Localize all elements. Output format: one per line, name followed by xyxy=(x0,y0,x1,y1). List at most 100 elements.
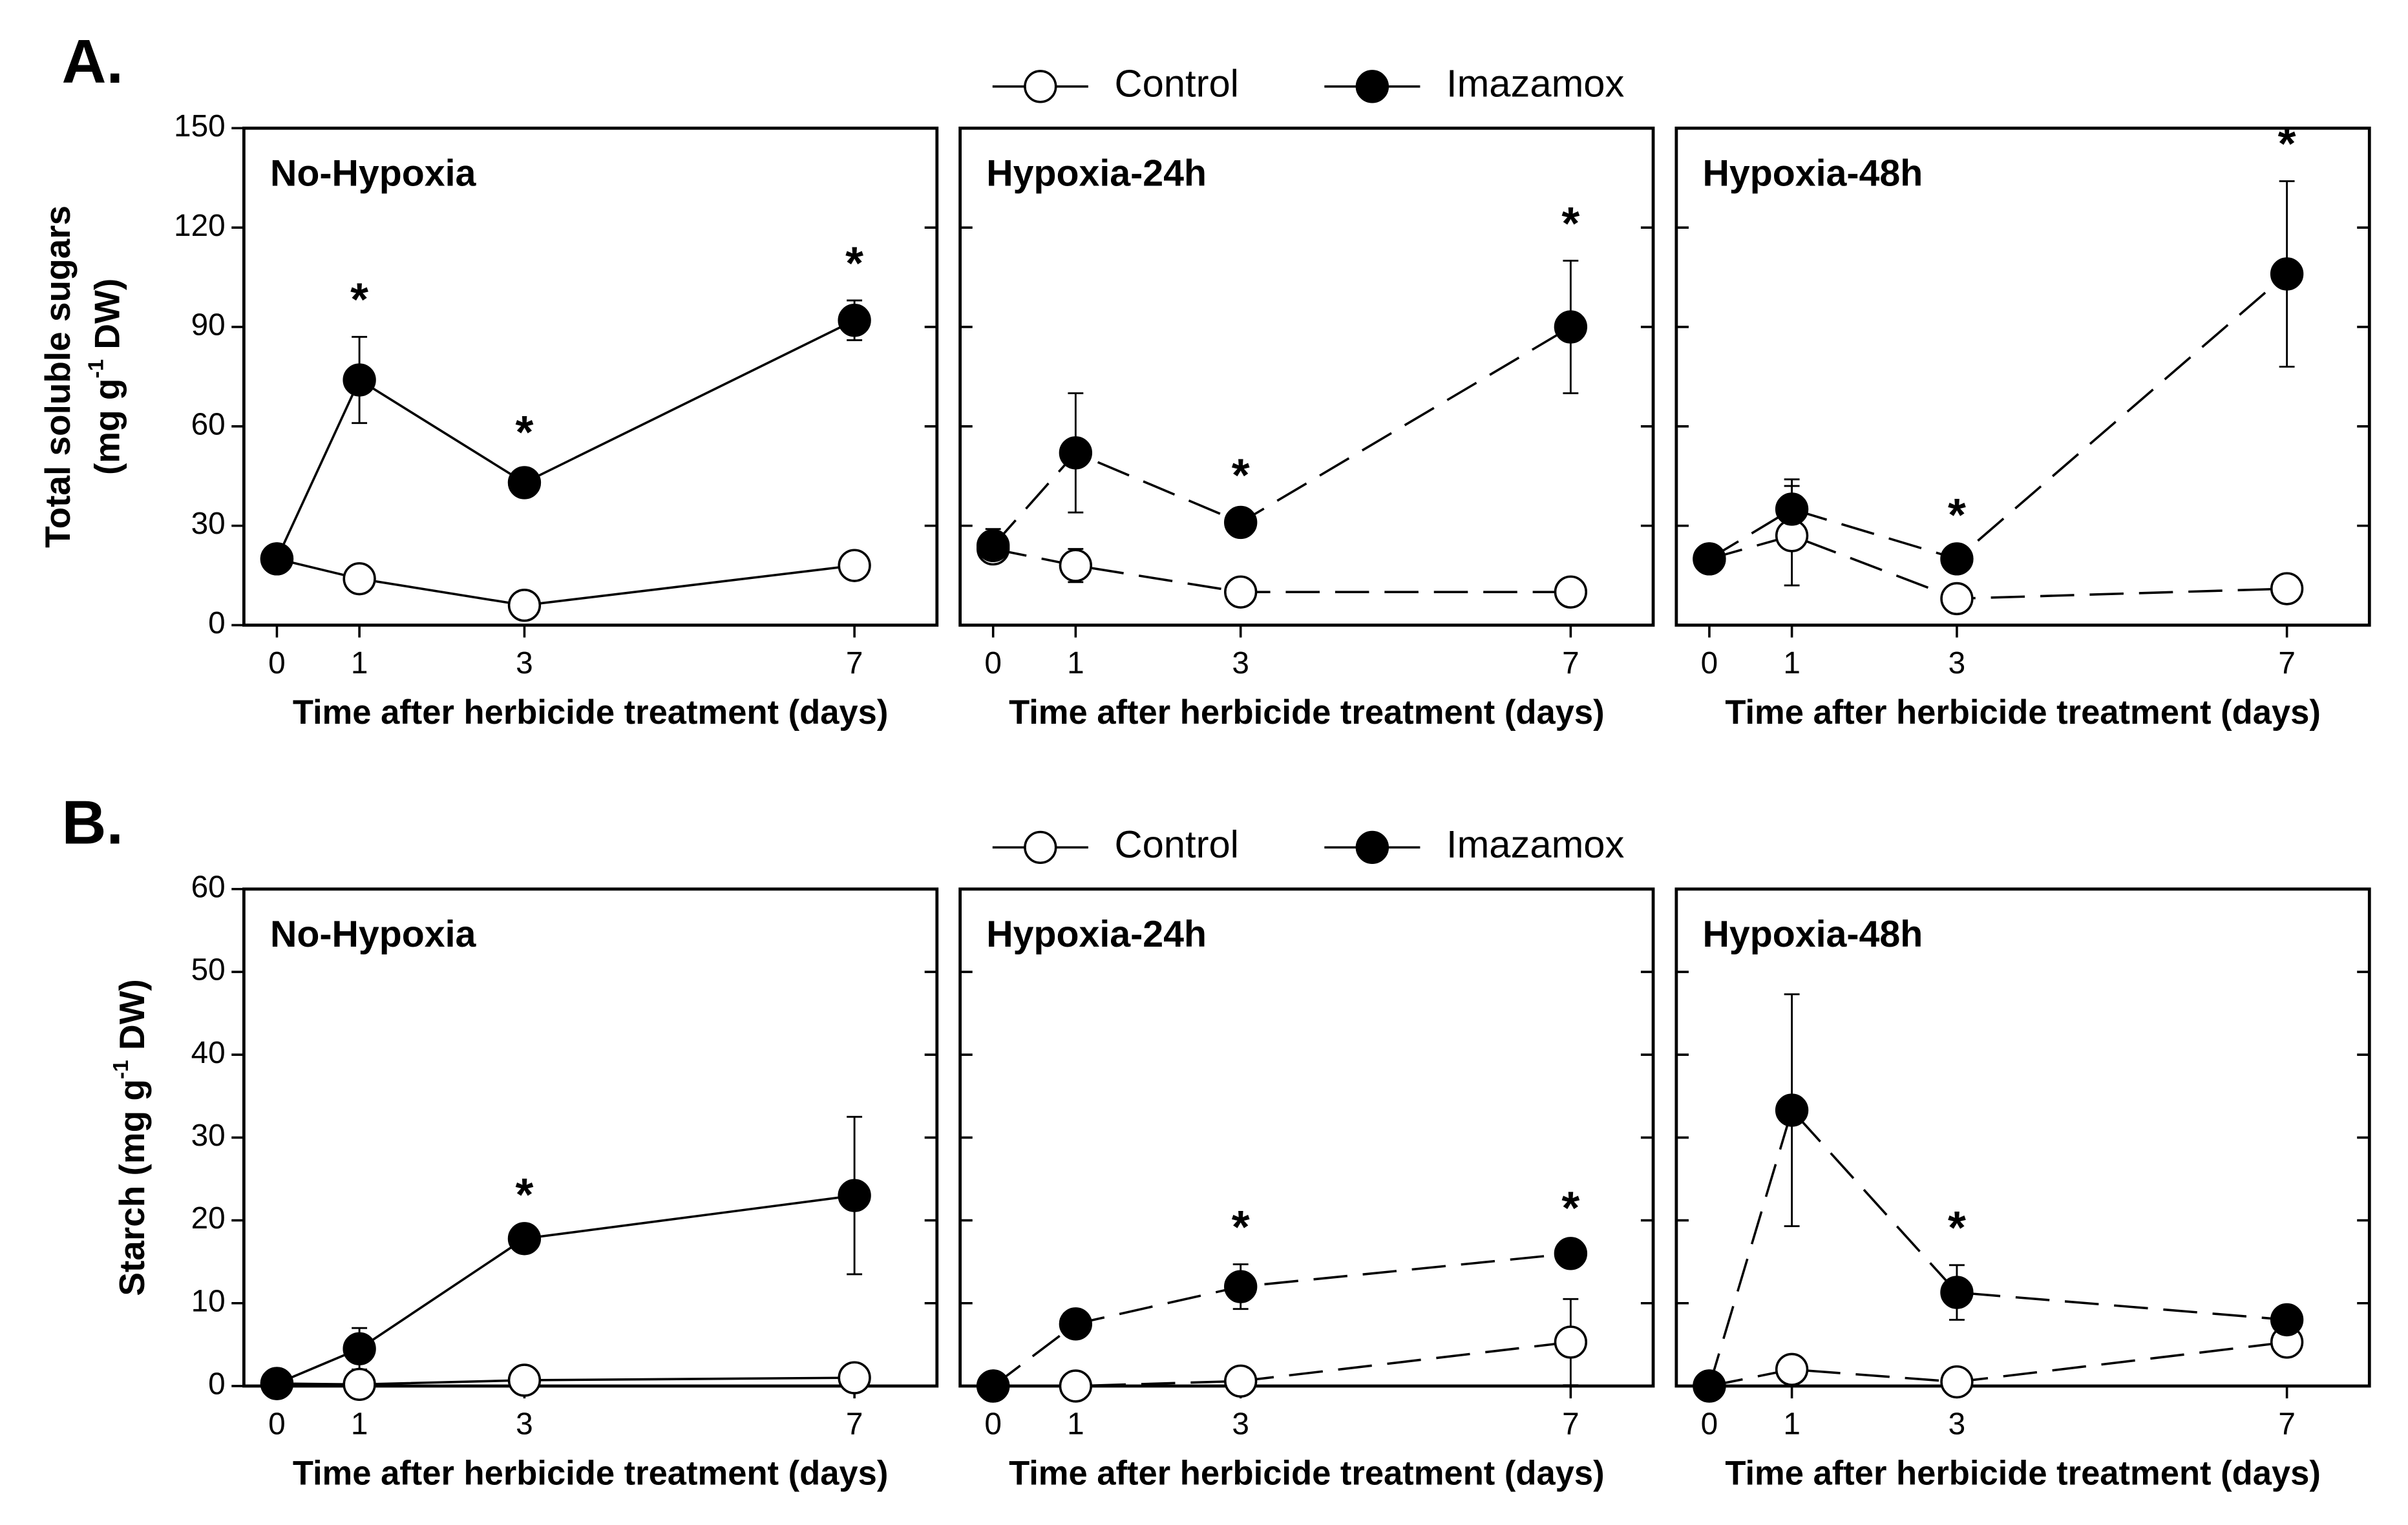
x-tick-label: 7 xyxy=(846,1407,863,1442)
significance-mark: * xyxy=(1948,1202,1966,1254)
y-tick-label: 150 xyxy=(174,109,226,143)
data-point xyxy=(260,1367,294,1400)
y-tick-label: 20 xyxy=(191,1201,226,1236)
legend-label: Control xyxy=(1114,62,1238,105)
significance-mark: * xyxy=(1232,1201,1250,1253)
legend-marker xyxy=(1024,70,1057,103)
x-tick-label: 0 xyxy=(984,1407,1002,1442)
data-point xyxy=(1554,310,1588,344)
data-point xyxy=(977,1369,1010,1403)
series-line xyxy=(275,319,855,560)
x-axis-label: Time after herbicide treatment (days) xyxy=(293,1454,889,1492)
panel-frame xyxy=(1674,126,2371,627)
y-tick-label: 50 xyxy=(191,953,226,987)
data-point xyxy=(1224,1364,1258,1398)
x-tick-label: 3 xyxy=(1232,646,1249,680)
x-tick-label: 3 xyxy=(1949,1407,1966,1442)
series-line xyxy=(993,547,1571,593)
y-axis-label-part: DW) xyxy=(111,979,151,1060)
panel-frame xyxy=(242,887,939,1388)
data-point xyxy=(1775,1352,1809,1386)
significance-mark: * xyxy=(845,237,863,289)
data-point xyxy=(1224,505,1258,540)
series-line xyxy=(992,326,1572,547)
x-tick-label: 1 xyxy=(351,646,368,680)
data-point xyxy=(1554,1325,1588,1359)
panel-title: No-Hypoxia xyxy=(270,153,477,195)
x-tick-label: 1 xyxy=(1783,646,1801,680)
panel-frame xyxy=(242,126,939,627)
significance-mark: * xyxy=(350,274,368,326)
series-line xyxy=(277,1376,855,1386)
data-point xyxy=(2270,1303,2304,1337)
x-axis-label: Time after herbicide treatment (days) xyxy=(1725,1454,2321,1492)
series-line xyxy=(1708,1108,2287,1387)
panel-frame xyxy=(958,887,1655,1388)
data-point xyxy=(838,304,871,337)
y-axis-label-part: Total soluble sugars xyxy=(37,205,78,548)
x-axis-label: Time after herbicide treatment (days) xyxy=(293,693,889,731)
series-line xyxy=(1709,1341,2287,1387)
x-tick-label: 7 xyxy=(2278,1407,2296,1442)
y-tick-label: 10 xyxy=(191,1284,226,1318)
data-point xyxy=(1693,1369,1726,1403)
significance-mark: * xyxy=(1561,198,1579,249)
series-line xyxy=(276,1194,855,1385)
data-point xyxy=(507,1363,542,1397)
legend-label: Control xyxy=(1114,823,1238,866)
data-point xyxy=(1940,1365,1974,1399)
data-point xyxy=(838,549,871,582)
data-point xyxy=(507,1222,542,1256)
significance-mark: * xyxy=(516,1169,534,1221)
data-point xyxy=(1059,1369,1093,1403)
y-tick-label: 0 xyxy=(208,606,226,640)
panel-frame xyxy=(958,126,1655,627)
data-point xyxy=(507,466,542,500)
significance-mark: * xyxy=(1948,489,1966,541)
data-point xyxy=(1940,542,1974,576)
data-point xyxy=(1693,542,1726,576)
y-axis-label: Starch (mg g-1 DW) xyxy=(109,979,151,1296)
data-point xyxy=(1224,575,1258,609)
significance-mark: * xyxy=(516,406,534,458)
x-axis-label: Time after herbicide treatment (days) xyxy=(1725,693,2321,731)
data-point xyxy=(1554,575,1588,609)
data-point xyxy=(838,1361,871,1394)
y-tick-label: 30 xyxy=(191,1119,226,1153)
y-tick-label: 60 xyxy=(191,407,226,441)
y-tick-label: 40 xyxy=(191,1036,226,1070)
data-point xyxy=(260,542,294,576)
y-axis-label: Total soluble sugars xyxy=(37,205,78,548)
data-point xyxy=(507,588,542,622)
y-axis-label-part: (mg g xyxy=(87,379,127,475)
data-point xyxy=(977,529,1010,563)
legend-marker xyxy=(1355,830,1389,865)
x-tick-label: 1 xyxy=(1783,1407,1801,1442)
x-tick-label: 0 xyxy=(1701,1407,1718,1442)
data-point xyxy=(343,1367,376,1402)
y-axis-label-part: -1 xyxy=(109,1060,133,1079)
x-tick-label: 7 xyxy=(1562,1407,1579,1442)
x-axis-label: Time after herbicide treatment (days) xyxy=(1009,1454,1605,1492)
panel-title: No-Hypoxia xyxy=(270,914,477,955)
significance-mark: * xyxy=(1561,1182,1579,1234)
x-tick-label: 1 xyxy=(1067,1407,1084,1442)
legend-label: Imazamox xyxy=(1446,62,1625,105)
x-tick-label: 0 xyxy=(984,646,1002,680)
data-point xyxy=(1775,1093,1809,1127)
x-tick-label: 7 xyxy=(1562,646,1579,680)
y-tick-label: 0 xyxy=(208,1367,226,1402)
x-tick-label: 0 xyxy=(268,1407,286,1442)
series-line xyxy=(1709,534,2287,600)
data-point xyxy=(1554,1237,1588,1270)
x-tick-label: 7 xyxy=(846,646,863,680)
panel-title: Hypoxia-24h xyxy=(986,914,1207,955)
x-tick-label: 7 xyxy=(2278,646,2296,680)
data-point xyxy=(1059,436,1093,470)
y-axis-label: (mg g-1 DW) xyxy=(85,279,127,475)
y-tick-label: 120 xyxy=(174,209,226,243)
x-tick-label: 0 xyxy=(268,646,286,680)
x-tick-label: 3 xyxy=(516,1407,533,1442)
y-tick-label: 90 xyxy=(191,308,226,342)
